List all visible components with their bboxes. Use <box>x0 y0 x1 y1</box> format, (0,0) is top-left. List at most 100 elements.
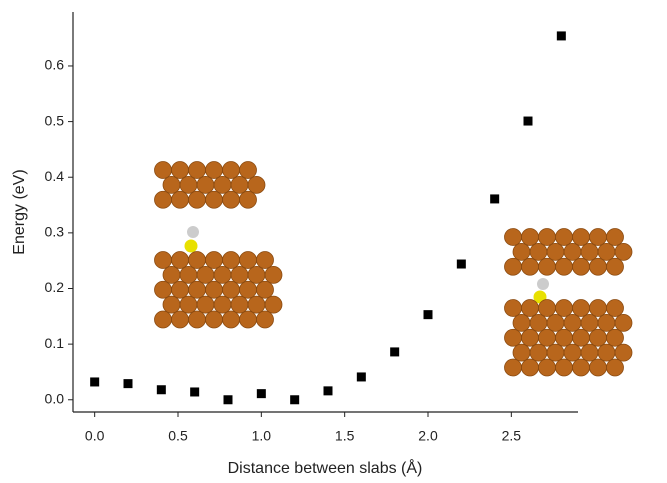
atom <box>171 190 189 209</box>
atom <box>529 242 548 261</box>
atom <box>222 161 240 179</box>
atom <box>179 295 198 314</box>
atom <box>521 228 539 246</box>
atom <box>264 295 283 314</box>
atom <box>597 343 616 362</box>
point <box>156 385 166 395</box>
atom <box>154 190 172 209</box>
atom <box>572 257 590 276</box>
atom <box>239 161 257 179</box>
point <box>123 379 133 389</box>
atom <box>222 190 240 209</box>
atom <box>154 161 172 179</box>
atom <box>606 328 624 347</box>
atom <box>230 295 249 314</box>
atom <box>230 175 249 194</box>
atom <box>239 280 257 299</box>
atom <box>504 228 522 246</box>
atom <box>196 175 215 194</box>
atom <box>162 265 181 284</box>
atom <box>538 228 556 246</box>
atom <box>538 257 556 276</box>
x-tick-label: 2.0 <box>418 428 438 444</box>
atom <box>606 257 624 276</box>
atom <box>247 265 266 284</box>
atom <box>512 313 531 332</box>
atom <box>606 228 624 246</box>
atom <box>154 251 172 269</box>
atom <box>205 190 223 209</box>
y-tick-label: 0.2 <box>45 279 65 295</box>
atom <box>512 242 531 261</box>
atom <box>171 310 189 329</box>
atom <box>572 228 590 246</box>
atom <box>171 161 189 179</box>
point <box>456 259 466 269</box>
atom <box>162 295 181 314</box>
atom <box>546 313 565 332</box>
atom <box>213 295 232 314</box>
atom <box>563 343 582 362</box>
atom <box>521 299 539 317</box>
atom <box>205 310 223 329</box>
atom <box>546 343 565 362</box>
atom <box>188 280 206 299</box>
atom <box>589 358 607 377</box>
atom <box>184 239 198 253</box>
point <box>356 372 366 382</box>
atom <box>196 265 215 284</box>
x-axis-title: Distance between slabs (Å) <box>228 458 423 477</box>
atom <box>179 265 198 284</box>
atom <box>589 299 607 317</box>
atom <box>230 265 249 284</box>
atom <box>512 343 531 362</box>
atom <box>589 228 607 246</box>
atom <box>162 175 181 194</box>
atom <box>538 328 556 347</box>
atom <box>597 313 616 332</box>
atom <box>222 310 240 329</box>
point <box>223 395 233 405</box>
atom <box>572 328 590 347</box>
atom <box>504 328 522 347</box>
atom <box>504 257 522 276</box>
atom <box>256 310 274 329</box>
atom <box>213 175 232 194</box>
atom <box>171 280 189 299</box>
atom <box>188 161 206 179</box>
atom <box>563 242 582 261</box>
atom <box>256 251 274 269</box>
atom <box>572 358 590 377</box>
atom <box>154 310 172 329</box>
atom <box>538 299 556 317</box>
atom <box>222 251 240 269</box>
atom <box>563 313 582 332</box>
atom <box>555 358 573 377</box>
point <box>556 31 566 41</box>
atom <box>188 251 206 269</box>
atom <box>606 358 624 377</box>
point <box>90 377 100 387</box>
atom <box>555 257 573 276</box>
atom <box>188 310 206 329</box>
atom <box>546 242 565 261</box>
atom <box>239 190 257 209</box>
atom <box>614 343 633 362</box>
point <box>490 194 500 204</box>
atom <box>205 251 223 269</box>
atom <box>504 299 522 317</box>
atom <box>521 328 539 347</box>
y-tick-label: 0.5 <box>45 112 65 128</box>
atom <box>239 310 257 329</box>
y-tick-label: 0.1 <box>45 335 65 351</box>
atom <box>580 343 599 362</box>
atom <box>504 358 522 377</box>
point <box>190 387 200 397</box>
atom <box>179 175 198 194</box>
point <box>423 310 433 320</box>
atom <box>213 265 232 284</box>
atom <box>589 257 607 276</box>
atom <box>256 280 274 299</box>
atom <box>580 242 599 261</box>
